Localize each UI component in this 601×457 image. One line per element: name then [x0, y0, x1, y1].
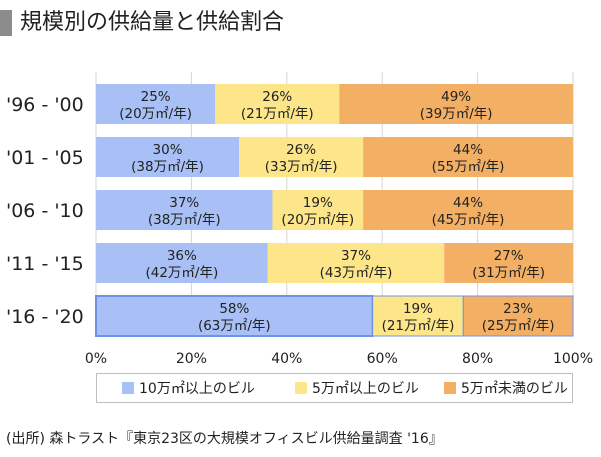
- data-sublabel: (43万㎡/年): [320, 265, 393, 281]
- data-sublabel: (39万㎡/年): [420, 106, 493, 122]
- bar-segment: [96, 137, 240, 177]
- data-sublabel: (55万㎡/年): [432, 159, 505, 175]
- bar-segment: [96, 84, 216, 124]
- category-label: '11 - '15: [6, 253, 84, 275]
- data-label: 25%: [141, 89, 171, 105]
- source-note: (出所) 森トラスト『東京23区の大規模オフィスビル供給量調査 '16』: [6, 431, 443, 447]
- data-label: 37%: [341, 248, 371, 264]
- legend-item: 10万㎡以上のビル: [122, 374, 255, 402]
- stacked-bar-chart: 0% 20% 40% 60% 80% 100%'96 - '00 25%(20万㎡/年)26…: [6, 72, 593, 367]
- data-sublabel: (33万㎡/年): [265, 159, 338, 175]
- bar-segment: [96, 190, 273, 230]
- data-label: 37%: [169, 195, 199, 211]
- data-sublabel: (20万㎡/年): [281, 212, 354, 228]
- bar-segment: [444, 243, 573, 283]
- legend-swatch: [295, 382, 307, 394]
- category-label: '96 - '00: [6, 94, 84, 116]
- x-tick-label: 20%: [176, 351, 207, 367]
- x-tick-label: 40%: [271, 351, 302, 367]
- data-sublabel: (42万㎡/年): [145, 265, 218, 281]
- legend-item: 5万㎡以上のビル: [295, 374, 419, 402]
- data-label: 36%: [167, 248, 197, 264]
- data-sublabel: (63万㎡/年): [198, 318, 271, 334]
- x-tick-label: 100%: [553, 351, 593, 367]
- data-sublabel: (25万㎡/年): [482, 318, 555, 334]
- legend-item: 5万㎡未満のビル: [444, 374, 568, 402]
- title-marker: [0, 10, 12, 36]
- data-label: 44%: [453, 142, 483, 158]
- data-label: 27%: [494, 248, 524, 264]
- bar-segment: [95, 295, 374, 337]
- legend-label: 5万㎡以上のビル: [312, 381, 419, 397]
- data-sublabel: (45万㎡/年): [432, 212, 505, 228]
- data-label: 44%: [453, 195, 483, 211]
- data-label: 49%: [441, 89, 471, 105]
- legend-label: 10万㎡以上のビル: [139, 381, 255, 397]
- data-label: 30%: [153, 142, 183, 158]
- category-label: '06 - '10: [6, 200, 84, 222]
- legend-swatch: [122, 382, 134, 394]
- x-tick-label: 60%: [367, 351, 398, 367]
- bar-segment: [96, 243, 268, 283]
- legend: 10万㎡以上のビル 5万㎡以上のビル 5万㎡未満のビル: [96, 373, 573, 403]
- bar-segment: [267, 243, 445, 283]
- data-sublabel: (21万㎡/年): [382, 318, 455, 334]
- bar-segment: [363, 137, 573, 177]
- bar-segment: [372, 295, 464, 337]
- data-label: 26%: [286, 142, 316, 158]
- data-sublabel: (38万㎡/年): [131, 159, 204, 175]
- category-label: '16 - '20: [6, 306, 84, 328]
- chart-title: 規模別の供給量と供給割合: [0, 8, 601, 38]
- bar-segment: [215, 84, 340, 124]
- bar-segment: [339, 84, 573, 124]
- data-label: 19%: [403, 301, 433, 317]
- data-sublabel: (31万㎡/年): [472, 265, 545, 281]
- category-label: '01 - '05: [6, 147, 84, 169]
- bar-segment: [462, 295, 574, 337]
- bar-segment: [272, 190, 364, 230]
- x-tick-label: 80%: [462, 351, 493, 367]
- legend-label: 5万㎡未満のビル: [461, 381, 568, 397]
- title-text: 規模別の供給量と供給割合: [20, 10, 285, 35]
- data-sublabel: (20万㎡/年): [119, 106, 192, 122]
- data-label: 26%: [262, 89, 292, 105]
- data-sublabel: (21万㎡/年): [241, 106, 314, 122]
- data-label: 58%: [219, 301, 249, 317]
- data-label: 23%: [503, 301, 533, 317]
- data-label: 19%: [303, 195, 333, 211]
- data-sublabel: (38万㎡/年): [148, 212, 221, 228]
- bar-segment: [363, 190, 573, 230]
- bar-segment: [239, 137, 364, 177]
- x-tick-label: 0%: [85, 351, 107, 367]
- legend-swatch: [444, 382, 456, 394]
